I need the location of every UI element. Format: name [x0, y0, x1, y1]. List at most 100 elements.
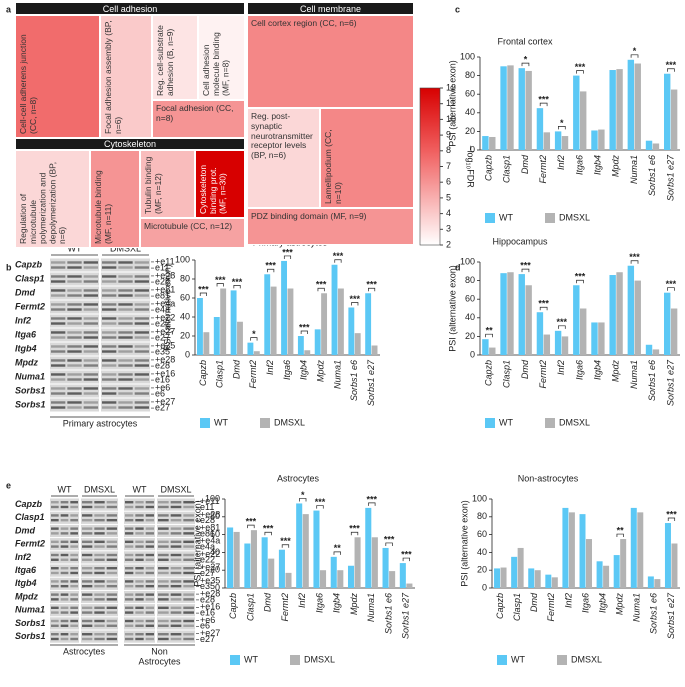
gel-lane — [157, 577, 195, 590]
gene-label: Mpdz — [15, 357, 38, 367]
significance-bracket — [351, 302, 359, 306]
bar — [337, 288, 344, 355]
gel-band — [67, 322, 82, 325]
gel-band — [51, 606, 59, 610]
x-tick-label: Dmd — [231, 359, 241, 379]
gel-band — [94, 571, 105, 575]
gel-band — [51, 633, 59, 636]
gel-band — [60, 532, 69, 535]
bar — [389, 571, 396, 588]
gel-band — [67, 378, 82, 381]
gel-band — [94, 598, 105, 601]
gel-band — [135, 545, 144, 548]
gel-band — [70, 637, 78, 641]
gel-band — [118, 392, 133, 395]
y-tick-label: 60 — [465, 294, 475, 304]
legend-label: WT — [499, 212, 513, 222]
bar — [634, 63, 641, 151]
treemap-tile: Focal adhesion (CC, n=8) — [152, 100, 245, 138]
gel-band — [82, 518, 93, 522]
gel-band — [102, 364, 117, 367]
gel-band — [102, 261, 117, 264]
gel-band — [170, 532, 182, 535]
bar — [664, 73, 671, 150]
gel-band — [170, 501, 182, 504]
significance-bracket — [267, 268, 275, 273]
gel-band — [125, 545, 134, 548]
x-tick-label: Itgb4 — [299, 360, 309, 380]
gel-band — [60, 584, 69, 588]
x-tick-label: Itgb4 — [593, 155, 603, 175]
x-tick-label: Mpdz — [611, 360, 621, 383]
legend-swatch — [497, 655, 507, 665]
y-tick-label: 20 — [465, 126, 475, 136]
gel-lane — [124, 551, 155, 564]
bar — [314, 329, 321, 355]
gel-band — [170, 571, 182, 575]
gel-band — [67, 275, 82, 278]
gel-band — [170, 598, 182, 601]
gel-band — [60, 598, 69, 601]
chart-title: Non-astrocytes — [518, 473, 579, 483]
significance-bracket — [558, 126, 566, 130]
y-tick-label: 40 — [477, 547, 487, 557]
gel-band — [82, 553, 93, 557]
gel-band — [51, 401, 66, 404]
gel-band — [83, 289, 98, 292]
group-header: Cell adhesion — [15, 2, 245, 15]
gel-band — [51, 336, 66, 339]
gel-band — [183, 584, 194, 588]
significance-label: *** — [538, 95, 549, 105]
x-tick-label: Fermt2 — [546, 593, 556, 622]
x-tick-label: Sorbs1 e6 — [349, 360, 359, 401]
gel-lane — [50, 630, 79, 643]
gel-band — [125, 598, 134, 601]
bar — [545, 574, 552, 588]
gel-band — [106, 545, 117, 548]
bar — [365, 507, 372, 588]
x-tick-label: Itga6 — [314, 593, 324, 613]
bar — [630, 507, 637, 588]
gel-band — [134, 322, 149, 325]
legend-label: WT — [499, 417, 513, 427]
gel-band — [135, 532, 144, 535]
gel-lane — [124, 524, 155, 538]
gel-band — [170, 619, 182, 623]
significance-label: *** — [232, 277, 243, 287]
gel-band — [51, 364, 66, 367]
bar — [551, 577, 558, 588]
gel-band — [70, 518, 78, 522]
gel-band — [125, 619, 134, 623]
gel-band — [145, 584, 154, 588]
treemap-tile: Microtubule binding (MF, n=11) — [90, 150, 140, 248]
significance-label: *** — [367, 494, 378, 504]
gel-band — [183, 619, 194, 623]
gel-band — [51, 505, 59, 509]
gene-label: Itga6 — [15, 565, 37, 575]
y-axis-label: PSI (alternative exon) — [459, 500, 469, 587]
significance-bracket — [667, 517, 676, 522]
y-axis-label: PSI (alternative exon) — [447, 60, 457, 147]
gene-label: Inf2 — [15, 552, 31, 562]
bar — [313, 510, 320, 588]
bar — [399, 563, 406, 588]
exon-label: +e22 — [155, 312, 175, 322]
exon-label: e4a — [200, 541, 215, 551]
bar — [507, 272, 514, 355]
gel-band — [94, 518, 105, 522]
gel-band — [106, 580, 117, 583]
gel-lane — [157, 524, 195, 538]
gel-band — [145, 606, 154, 610]
gel-band — [94, 611, 105, 614]
x-tick-label: Capzb — [228, 593, 238, 619]
x-tick-label: Sorbs1 e27 — [366, 359, 376, 406]
gel-band — [83, 378, 98, 381]
x-tick-label: Inf2 — [265, 360, 275, 375]
significance-bracket — [281, 544, 290, 548]
legend-label: WT — [511, 654, 525, 664]
bar — [561, 136, 569, 150]
gel-band — [70, 514, 78, 517]
gene-label: Capzb — [15, 259, 43, 269]
y-tick-label: 60 — [465, 89, 475, 99]
gel-band — [51, 527, 59, 530]
